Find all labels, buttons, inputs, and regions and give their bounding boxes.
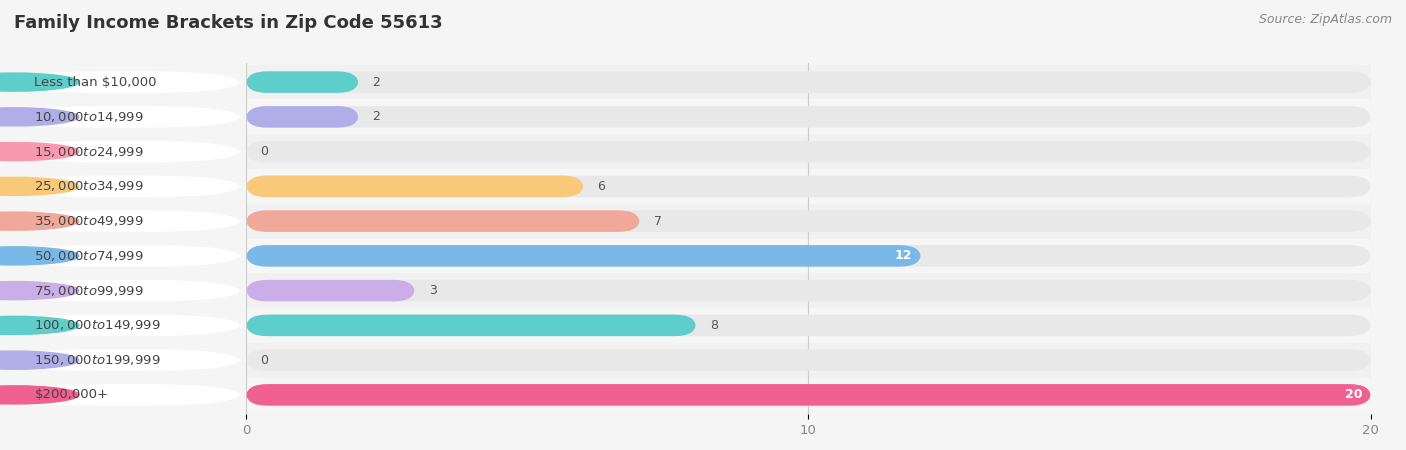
FancyBboxPatch shape — [246, 280, 1371, 302]
FancyBboxPatch shape — [4, 141, 242, 162]
Text: $150,000 to $199,999: $150,000 to $199,999 — [35, 353, 160, 367]
FancyBboxPatch shape — [246, 384, 1371, 405]
FancyBboxPatch shape — [4, 384, 242, 405]
Text: 12: 12 — [896, 249, 912, 262]
Bar — [246, 65, 1371, 99]
FancyBboxPatch shape — [246, 245, 1371, 267]
FancyBboxPatch shape — [246, 72, 1371, 93]
Text: 2: 2 — [373, 110, 381, 123]
FancyBboxPatch shape — [246, 72, 359, 93]
Bar — [246, 308, 1371, 343]
Text: Family Income Brackets in Zip Code 55613: Family Income Brackets in Zip Code 55613 — [14, 14, 443, 32]
FancyBboxPatch shape — [246, 106, 359, 128]
FancyBboxPatch shape — [4, 106, 242, 128]
Text: 3: 3 — [429, 284, 437, 297]
Bar — [246, 343, 1371, 378]
Bar — [246, 99, 1371, 134]
FancyBboxPatch shape — [246, 315, 696, 336]
Text: Less than $10,000: Less than $10,000 — [35, 76, 157, 89]
FancyBboxPatch shape — [246, 210, 640, 232]
FancyBboxPatch shape — [4, 176, 242, 197]
Bar — [246, 238, 1371, 273]
Circle shape — [0, 177, 79, 195]
Text: $100,000 to $149,999: $100,000 to $149,999 — [35, 319, 160, 333]
FancyBboxPatch shape — [246, 210, 1371, 232]
FancyBboxPatch shape — [4, 72, 242, 93]
Circle shape — [0, 212, 79, 230]
Bar — [246, 134, 1371, 169]
Text: 8: 8 — [710, 319, 718, 332]
FancyBboxPatch shape — [246, 280, 415, 302]
Text: 0: 0 — [260, 354, 269, 367]
Text: $50,000 to $74,999: $50,000 to $74,999 — [35, 249, 145, 263]
FancyBboxPatch shape — [246, 106, 1371, 128]
Text: 6: 6 — [598, 180, 606, 193]
Bar — [246, 169, 1371, 204]
Circle shape — [0, 108, 79, 126]
FancyBboxPatch shape — [246, 176, 1371, 197]
Bar — [246, 204, 1371, 238]
Circle shape — [0, 282, 79, 300]
Circle shape — [0, 351, 79, 369]
FancyBboxPatch shape — [246, 349, 1371, 371]
Circle shape — [0, 73, 79, 91]
Text: $35,000 to $49,999: $35,000 to $49,999 — [35, 214, 145, 228]
Text: $15,000 to $24,999: $15,000 to $24,999 — [35, 144, 145, 158]
FancyBboxPatch shape — [4, 349, 242, 371]
Circle shape — [0, 386, 79, 404]
Text: $10,000 to $14,999: $10,000 to $14,999 — [35, 110, 145, 124]
FancyBboxPatch shape — [246, 141, 1371, 162]
Bar — [246, 273, 1371, 308]
FancyBboxPatch shape — [246, 384, 1371, 405]
Text: $25,000 to $34,999: $25,000 to $34,999 — [35, 180, 145, 194]
FancyBboxPatch shape — [4, 280, 242, 302]
FancyBboxPatch shape — [246, 315, 1371, 336]
FancyBboxPatch shape — [246, 176, 583, 197]
Text: 0: 0 — [260, 145, 269, 158]
Text: Source: ZipAtlas.com: Source: ZipAtlas.com — [1258, 14, 1392, 27]
Circle shape — [0, 247, 79, 265]
FancyBboxPatch shape — [246, 245, 921, 267]
Text: 20: 20 — [1346, 388, 1362, 401]
FancyBboxPatch shape — [4, 245, 242, 267]
FancyBboxPatch shape — [4, 315, 242, 336]
Text: $200,000+: $200,000+ — [35, 388, 108, 401]
FancyBboxPatch shape — [4, 210, 242, 232]
Circle shape — [0, 316, 79, 334]
Bar — [246, 378, 1371, 412]
Circle shape — [0, 143, 79, 161]
Text: 2: 2 — [373, 76, 381, 89]
Text: $75,000 to $99,999: $75,000 to $99,999 — [35, 284, 145, 297]
Text: 7: 7 — [654, 215, 662, 228]
